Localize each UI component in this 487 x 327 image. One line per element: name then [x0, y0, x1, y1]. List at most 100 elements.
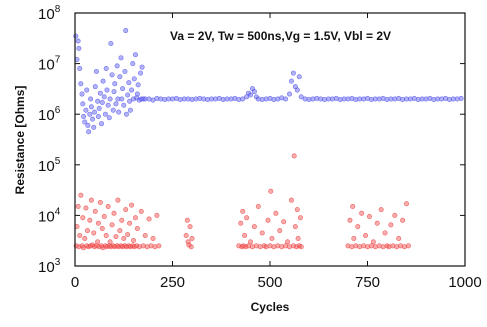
data-point-high-126 [337, 97, 343, 103]
y-tick-exponent-4: 7 [55, 55, 61, 66]
data-point-high-81 [185, 96, 191, 102]
data-point-low-69 [146, 216, 152, 222]
data-point-low-10 [83, 205, 89, 211]
data-point-high-48 [120, 86, 126, 92]
data-point-low-115 [291, 153, 297, 159]
data-point-high-146 [415, 97, 421, 103]
y-tick-exponent-2: 5 [55, 156, 61, 167]
data-point-high-51 [123, 28, 129, 34]
data-point-low-128 [353, 243, 359, 249]
data-point-high-84 [197, 95, 203, 101]
data-point-low-9 [82, 235, 88, 241]
data-point-high-77 [170, 96, 176, 102]
data-point-low-71 [150, 235, 156, 241]
data-point-high-33 [105, 102, 111, 108]
data-point-low-63 [134, 226, 140, 232]
data-point-low-66 [140, 243, 146, 249]
data-point-high-34 [106, 115, 112, 121]
data-point-low-18 [91, 230, 97, 236]
data-point-high-117 [302, 96, 308, 102]
data-point-low-112 [286, 244, 292, 250]
data-point-high-119 [310, 96, 316, 102]
data-point-high-2 [75, 38, 81, 44]
data-point-low-127 [351, 235, 357, 241]
data-point-low-130 [357, 244, 363, 250]
data-point-low-129 [355, 224, 361, 230]
data-point-high-147 [419, 96, 425, 102]
data-point-low-27 [99, 226, 105, 232]
data-point-high-104 [263, 96, 269, 102]
data-point-low-51 [123, 207, 129, 213]
data-point-high-132 [361, 96, 367, 102]
data-point-high-120 [314, 95, 320, 101]
data-point-low-25 [97, 199, 103, 205]
data-point-low-134 [364, 244, 370, 250]
data-point-high-75 [162, 97, 168, 103]
data-point-low-64 [136, 244, 142, 250]
data-point-low-16 [88, 197, 94, 203]
data-point-high-134 [368, 97, 374, 103]
data-point-high-124 [329, 96, 335, 102]
data-point-low-90 [246, 243, 252, 249]
data-point-high-131 [357, 96, 363, 102]
data-point-high-29 [101, 94, 107, 100]
data-point-high-25 [97, 90, 103, 96]
data-point-high-42 [114, 63, 120, 69]
data-point-low-53 [125, 231, 131, 237]
data-point-high-38 [110, 107, 116, 113]
data-point-high-12 [85, 122, 91, 128]
data-point-low-121 [297, 215, 303, 221]
data-point-high-128 [345, 96, 351, 102]
data-point-low-132 [361, 243, 367, 249]
data-point-low-49 [121, 235, 127, 241]
data-point-low-45 [117, 228, 123, 234]
data-point-low-61 [132, 215, 138, 221]
data-point-high-57 [129, 87, 135, 93]
data-point-low-103 [269, 235, 275, 241]
data-point-high-49 [121, 102, 127, 108]
data-point-high-36 [108, 40, 114, 46]
data-point-low-68 [144, 244, 150, 250]
data-point-high-17 [90, 116, 96, 122]
data-point-low-141 [378, 207, 384, 213]
data-point-low-151 [398, 243, 404, 249]
data-point-high-50 [122, 68, 128, 74]
data-point-low-142 [380, 244, 386, 250]
data-point-low-146 [388, 222, 394, 228]
data-point-low-109 [281, 219, 287, 225]
data-point-low-153 [402, 244, 408, 250]
data-point-high-26 [99, 121, 105, 127]
data-point-high-111 [288, 78, 294, 84]
data-point-high-43 [115, 96, 121, 102]
data-point-low-123 [345, 243, 351, 249]
data-point-low-79 [187, 224, 193, 230]
data-point-high-151 [435, 96, 441, 102]
data-point-high-30 [102, 111, 108, 117]
data-point-low-147 [390, 243, 396, 249]
data-point-low-7 [80, 215, 86, 221]
data-point-high-139 [388, 96, 394, 102]
data-point-high-46 [118, 55, 124, 61]
data-point-low-110 [283, 243, 289, 249]
data-point-high-61 [132, 52, 138, 58]
data-point-low-39 [111, 210, 117, 216]
data-point-low-104 [271, 244, 277, 250]
data-point-high-76 [166, 96, 172, 102]
data-point-low-101 [267, 243, 273, 249]
x-tick-label-2: 500 [257, 274, 282, 291]
data-point-low-59 [131, 237, 137, 243]
data-point-high-138 [384, 97, 390, 103]
data-point-high-102 [255, 96, 261, 102]
data-point-high-41 [113, 101, 119, 107]
data-point-low-73 [154, 212, 160, 218]
data-point-low-83 [238, 220, 244, 226]
data-point-low-155 [405, 243, 411, 249]
data-point-high-40 [112, 81, 118, 87]
x-tick-label-3: 750 [355, 274, 380, 291]
data-point-low-95 [255, 203, 261, 209]
data-point-high-74 [158, 96, 164, 102]
data-point-high-103 [259, 97, 265, 103]
data-point-high-15 [88, 96, 94, 102]
